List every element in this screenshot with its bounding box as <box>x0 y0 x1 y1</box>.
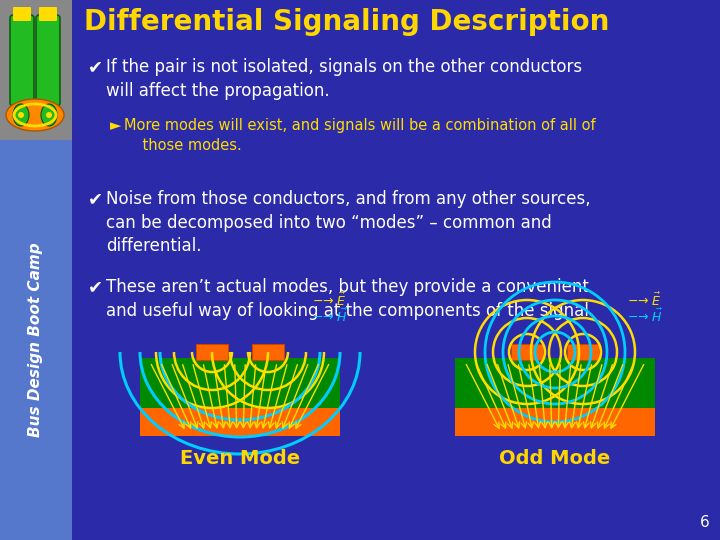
Bar <box>140 358 340 408</box>
Bar <box>0 0 72 140</box>
Text: More modes will exist, and signals will be a combination of all of
    those mod: More modes will exist, and signals will … <box>124 118 595 153</box>
Text: ✔: ✔ <box>88 58 103 76</box>
Text: −→ $\vec{H}$: −→ $\vec{H}$ <box>627 307 663 325</box>
Ellipse shape <box>41 104 57 126</box>
FancyBboxPatch shape <box>19 7 25 21</box>
Text: −→ $\vec{H}$: −→ $\vec{H}$ <box>312 307 348 325</box>
FancyBboxPatch shape <box>511 344 543 360</box>
FancyBboxPatch shape <box>22 7 28 21</box>
Text: Differential Signaling Description: Differential Signaling Description <box>84 8 609 36</box>
Ellipse shape <box>46 112 52 118</box>
Text: Bus Design Boot Camp: Bus Design Boot Camp <box>29 242 43 437</box>
Text: Even Mode: Even Mode <box>180 449 300 468</box>
Bar <box>0 140 72 540</box>
Text: −→ $\vec{E}$: −→ $\vec{E}$ <box>627 292 662 309</box>
FancyBboxPatch shape <box>45 7 51 21</box>
Text: 6: 6 <box>701 515 710 530</box>
FancyBboxPatch shape <box>567 344 599 360</box>
FancyBboxPatch shape <box>16 7 22 21</box>
Ellipse shape <box>6 99 64 131</box>
Ellipse shape <box>18 112 24 118</box>
FancyBboxPatch shape <box>39 7 45 21</box>
FancyBboxPatch shape <box>196 344 228 360</box>
Text: −→ $\vec{E}$: −→ $\vec{E}$ <box>312 292 347 309</box>
Bar <box>455 358 655 408</box>
FancyBboxPatch shape <box>252 344 284 360</box>
FancyBboxPatch shape <box>42 7 48 21</box>
Text: If the pair is not isolated, signals on the other conductors
will affect the pro: If the pair is not isolated, signals on … <box>106 58 582 99</box>
Text: ✔: ✔ <box>88 190 103 208</box>
FancyBboxPatch shape <box>48 7 54 21</box>
Ellipse shape <box>13 104 29 126</box>
Bar <box>140 408 340 436</box>
FancyBboxPatch shape <box>36 15 60 106</box>
FancyBboxPatch shape <box>13 7 19 21</box>
Text: These aren’t actual modes, but they provide a convenient
and useful way of looki: These aren’t actual modes, but they prov… <box>106 278 594 320</box>
FancyBboxPatch shape <box>25 7 31 21</box>
FancyBboxPatch shape <box>10 15 34 106</box>
FancyBboxPatch shape <box>51 7 57 21</box>
Text: ►: ► <box>110 118 121 133</box>
Bar <box>455 408 655 436</box>
Text: ✔: ✔ <box>88 278 103 296</box>
Text: Noise from those conductors, and from any other sources,
can be decomposed into : Noise from those conductors, and from an… <box>106 190 590 255</box>
Text: Odd Mode: Odd Mode <box>500 449 611 468</box>
